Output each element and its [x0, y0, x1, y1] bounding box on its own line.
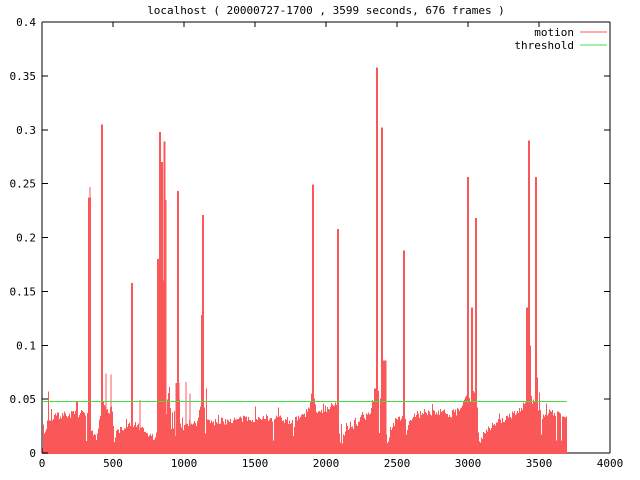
- x-tick-label: 500: [103, 457, 123, 470]
- y-tick-label: 0.2: [16, 232, 36, 245]
- motion-spike: [403, 250, 405, 454]
- x-tick-label: 2000: [313, 457, 340, 470]
- motion-spike: [110, 374, 112, 454]
- motion-spike: [381, 360, 387, 454]
- motion-spike: [105, 373, 107, 454]
- y-tick-label: 0.4: [16, 16, 36, 29]
- motion-spike: [529, 345, 532, 455]
- y-tick-label: 0.3: [16, 124, 36, 137]
- y-tick-label: 0.25: [10, 178, 37, 191]
- motion-spike: [536, 377, 538, 454]
- motion-spike: [131, 282, 133, 454]
- legend: motion threshold: [514, 26, 607, 52]
- motion-spike: [164, 199, 167, 454]
- motion-spike: [336, 228, 339, 454]
- x-tick-label: 0: [39, 457, 46, 470]
- motion-spike: [311, 184, 314, 454]
- motion-spike: [162, 280, 164, 454]
- motion-spike: [163, 141, 166, 454]
- motion-spike: [535, 177, 537, 454]
- motion-spike: [467, 177, 469, 454]
- motion-spike: [538, 392, 540, 454]
- motion-area: [42, 385, 567, 454]
- motion-spike: [376, 67, 378, 455]
- motion-spike: [89, 186, 91, 454]
- plot-generated-content: 0 0.05 0.1 0.15 0.2 0.25 0.3 0.35 0.4 0 500 1000 150…: [10, 16, 624, 470]
- y-tick-label: 0.05: [10, 393, 37, 406]
- legend-threshold-label: threshold: [514, 39, 574, 52]
- motion-spike: [156, 259, 160, 454]
- x-tick-label: 2500: [384, 457, 411, 470]
- chart-title: localhost ( 20000727-1700 , 3599 seconds…: [147, 4, 505, 17]
- y-tick-label: 0.15: [10, 285, 37, 298]
- x-tick-label: 3000: [455, 457, 482, 470]
- y-tick-label: 0: [29, 447, 36, 460]
- motion-spike: [527, 140, 530, 454]
- motion-spike: [202, 214, 205, 454]
- motion-spike: [205, 388, 207, 454]
- motion-spike: [47, 391, 49, 454]
- motion-spike: [185, 381, 187, 454]
- y-tick-label: 0.1: [16, 339, 36, 352]
- motion-spike: [380, 127, 383, 454]
- x-tick-label: 4000: [597, 457, 624, 470]
- motion-spike: [101, 124, 104, 455]
- motion-spike: [177, 191, 179, 454]
- x-tick-label: 3500: [526, 457, 553, 470]
- legend-motion-label: motion: [534, 26, 574, 39]
- x-tick-label: 1000: [171, 457, 198, 470]
- motion-spike: [139, 400, 141, 454]
- motion-spike: [471, 307, 473, 454]
- motion-spike: [189, 393, 191, 454]
- x-tick-label: 1500: [242, 457, 269, 470]
- motion-spike: [159, 162, 163, 454]
- y-tick-label: 0.35: [10, 70, 37, 83]
- motion-spike: [475, 218, 477, 454]
